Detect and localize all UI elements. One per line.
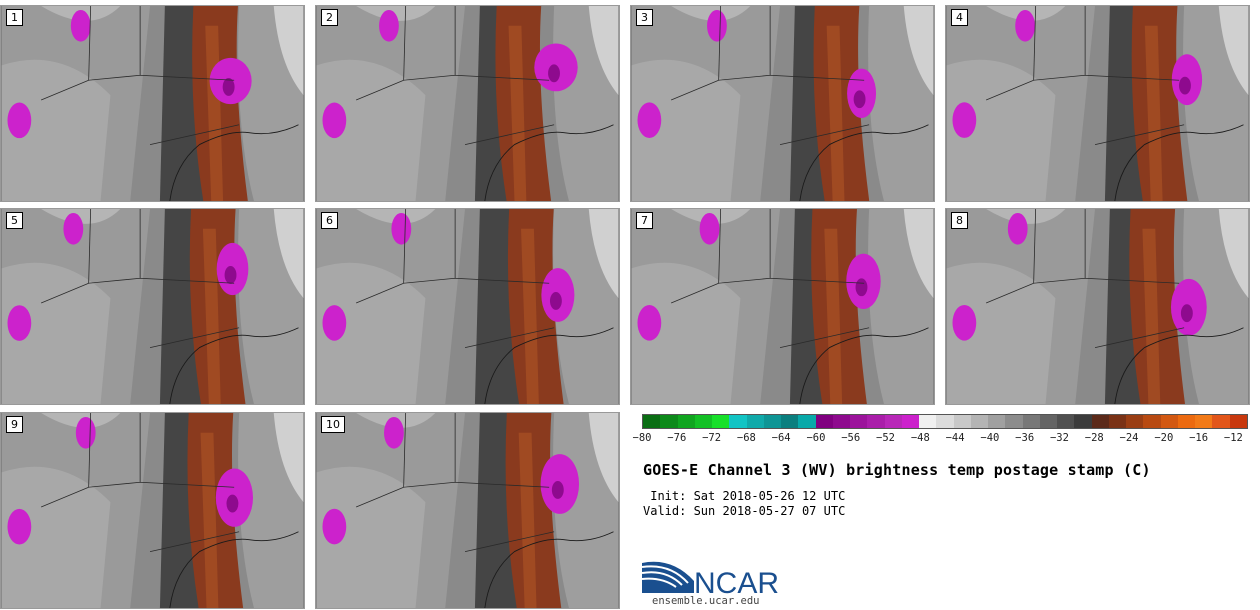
stamp-panel-9[interactable]: 9 bbox=[0, 412, 305, 609]
logo-url[interactable]: ensemble.ucar.edu bbox=[652, 595, 760, 607]
panel-number: 6 bbox=[321, 212, 338, 229]
colorbar-segment bbox=[1212, 415, 1230, 428]
colorbar-tick-label: −76 bbox=[667, 432, 687, 444]
colorbar-ticks: −80 −76 −72 −68 −64 −60 −56 −52 −48 −44 −40 −36 −32 −… bbox=[633, 430, 1248, 448]
figure-title: GOES-E Channel 3 (WV) brightness temp po… bbox=[643, 461, 1151, 479]
stamp-panel-3[interactable]: 3 bbox=[630, 5, 935, 202]
colorbar-segment bbox=[1229, 415, 1247, 428]
colorbar-tick-label: −64 bbox=[771, 432, 791, 444]
wv-map-1 bbox=[1, 6, 304, 201]
wv-map-2 bbox=[316, 6, 619, 201]
colorbar-tick-label: −72 bbox=[702, 432, 722, 444]
colorbar-segment bbox=[1108, 415, 1126, 428]
panel-number: 3 bbox=[636, 9, 653, 26]
colorbar-segment bbox=[660, 415, 678, 428]
colorbar-segment bbox=[1005, 415, 1023, 428]
colorbar-segment bbox=[1091, 415, 1109, 428]
stamp-panel-1[interactable]: 1 bbox=[0, 5, 305, 202]
panel-number: 10 bbox=[321, 416, 345, 433]
colorbar-segment bbox=[1074, 415, 1092, 428]
colorbar-tick-label: −16 bbox=[1189, 432, 1209, 444]
colorbar-segment bbox=[919, 415, 937, 428]
colorbar-segment bbox=[1195, 415, 1213, 428]
wv-map-4 bbox=[946, 6, 1249, 201]
colorbar-segment bbox=[1177, 415, 1195, 428]
panel-number: 7 bbox=[636, 212, 653, 229]
colorbar-segment bbox=[1022, 415, 1040, 428]
colorbar-tick-label: −40 bbox=[980, 432, 1000, 444]
colorbar-tick-label: −60 bbox=[806, 432, 826, 444]
colorbar-segment bbox=[1039, 415, 1057, 428]
colorbar-segment bbox=[850, 415, 868, 428]
panel-number: 9 bbox=[6, 416, 23, 433]
colorbar-tick-label: −28 bbox=[1084, 432, 1104, 444]
colorbar-segment bbox=[1143, 415, 1161, 428]
colorbar-tick-label: −24 bbox=[1119, 432, 1139, 444]
stamp-panel-2[interactable]: 2 bbox=[315, 5, 620, 202]
colorbar-tick-label: −56 bbox=[841, 432, 861, 444]
wv-map-7 bbox=[631, 209, 934, 404]
init-time: Init: Sat 2018-05-26 12 UTC bbox=[643, 489, 846, 503]
colorbar-tick-label: −32 bbox=[1049, 432, 1069, 444]
colorbar bbox=[642, 414, 1248, 429]
logo-text: NCAR bbox=[694, 567, 779, 600]
colorbar-segment bbox=[815, 415, 833, 428]
colorbar-segment bbox=[677, 415, 695, 428]
panel-number: 4 bbox=[951, 9, 968, 26]
panel-number: 2 bbox=[321, 9, 338, 26]
colorbar-segment bbox=[712, 415, 730, 428]
colorbar-segment bbox=[970, 415, 988, 428]
panel-number: 8 bbox=[951, 212, 968, 229]
colorbar-segment bbox=[746, 415, 764, 428]
stamp-panel-4[interactable]: 4 bbox=[945, 5, 1250, 202]
colorbar-segment bbox=[1126, 415, 1144, 428]
wv-map-3 bbox=[631, 6, 934, 201]
colorbar-segment bbox=[781, 415, 799, 428]
panel-number: 5 bbox=[6, 212, 23, 229]
panel-number: 1 bbox=[6, 9, 23, 26]
colorbar-segment bbox=[643, 415, 661, 428]
stamp-panel-8[interactable]: 8 bbox=[945, 208, 1250, 405]
colorbar-tick-label: −80 bbox=[632, 432, 652, 444]
colorbar-tick-label: −52 bbox=[876, 432, 895, 444]
colorbar-tick-label: −68 bbox=[736, 432, 756, 444]
colorbar-tick-label: −20 bbox=[1154, 432, 1174, 444]
wv-map-6 bbox=[316, 209, 619, 404]
colorbar-segment bbox=[936, 415, 954, 428]
colorbar-tick-label: −36 bbox=[1015, 432, 1035, 444]
colorbar-segment bbox=[729, 415, 747, 428]
wv-map-5 bbox=[1, 209, 304, 404]
colorbar-tick-label: −12 bbox=[1223, 432, 1243, 444]
stamp-panel-7[interactable]: 7 bbox=[630, 208, 935, 405]
colorbar-tick-label: −44 bbox=[945, 432, 965, 444]
colorbar-segment bbox=[763, 415, 781, 428]
colorbar-segment bbox=[694, 415, 712, 428]
valid-time: Valid: Sun 2018-05-27 07 UTC bbox=[643, 504, 846, 518]
colorbar-segment bbox=[867, 415, 885, 428]
stamp-panel-10[interactable]: 10 bbox=[315, 412, 620, 609]
colorbar-tick-label: −48 bbox=[910, 432, 930, 444]
colorbar-segment bbox=[884, 415, 902, 428]
ncar-logo: NCAR bbox=[642, 561, 779, 600]
colorbar-segment bbox=[798, 415, 816, 428]
wv-map-9 bbox=[1, 413, 304, 608]
wv-map-8 bbox=[946, 209, 1249, 404]
colorbar-segment bbox=[1160, 415, 1178, 428]
colorbar-segment bbox=[988, 415, 1006, 428]
colorbar-segment bbox=[901, 415, 919, 428]
wv-map-10 bbox=[316, 413, 619, 608]
colorbar-segment bbox=[1057, 415, 1075, 428]
colorbar-segment bbox=[832, 415, 850, 428]
stamp-panel-5[interactable]: 5 bbox=[0, 208, 305, 405]
colorbar-segment bbox=[953, 415, 971, 428]
stamp-panel-6[interactable]: 6 bbox=[315, 208, 620, 405]
